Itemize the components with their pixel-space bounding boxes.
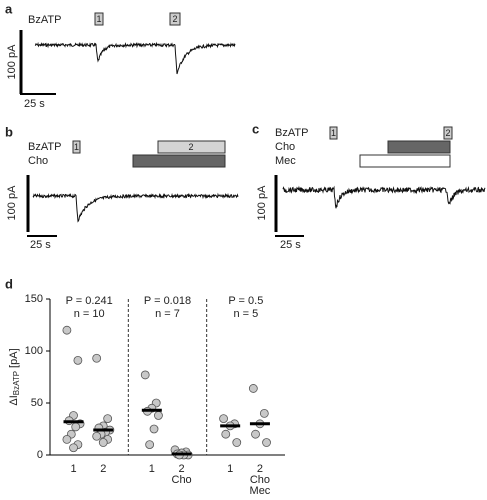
current-trace [32, 192, 239, 223]
application-bar [132, 154, 226, 168]
panel-label: c [252, 121, 259, 136]
y-tick-label: 0 [37, 449, 43, 461]
data-point [73, 355, 83, 365]
x-tick-label: 2 [257, 463, 263, 475]
panel-label: b [5, 124, 13, 139]
stimulus-label: BzATP [28, 14, 61, 26]
application-bar [387, 140, 451, 154]
data-point [262, 438, 271, 447]
x-tick-label: 1 [227, 463, 233, 475]
data-point [62, 325, 72, 335]
data-point [259, 408, 269, 418]
data-point [149, 424, 159, 434]
marker-label: 2 [188, 142, 193, 152]
y-axis-label-main: ΔI [8, 395, 20, 405]
x-tick-label: 1 [70, 463, 76, 475]
p-value: P = 0.241 [66, 295, 113, 307]
current-trace [34, 41, 236, 75]
data-point [248, 384, 258, 393]
x-tick-label: 2 [179, 463, 185, 475]
bar-label-box [157, 140, 226, 154]
data-point [154, 411, 163, 420]
x-tick-label: Cho [250, 474, 270, 486]
n-value: n = 5 [233, 308, 258, 320]
data-point [98, 438, 108, 447]
scale-label: 25 s [24, 98, 45, 110]
row-label: Cho [275, 141, 295, 153]
marker-box [443, 126, 453, 140]
marker-label: 1 [331, 128, 336, 138]
y-tick-label: 50 [31, 397, 43, 409]
scale-label: 25 s [30, 239, 51, 251]
data-point [69, 443, 78, 453]
y-axis-label-unit: [pA] [8, 348, 20, 368]
scale-label: 100 pA [256, 185, 268, 221]
marker-label: 2 [445, 128, 450, 138]
data-point [71, 422, 81, 432]
data-point [219, 414, 228, 424]
data-point [232, 438, 242, 447]
marker-label: 2 [172, 14, 177, 24]
current-trace [282, 185, 486, 209]
panel-label: a [5, 1, 13, 16]
scale-label: 100 pA [6, 185, 18, 221]
marker-box [72, 140, 81, 154]
x-tick-label: Cho [172, 474, 192, 486]
x-tick-label: 2 [100, 463, 106, 475]
p-value: P = 0.018 [144, 295, 191, 307]
row-label: BzATP [275, 127, 308, 139]
n-value: n = 7 [155, 308, 180, 320]
application-bar [359, 154, 451, 168]
data-point [103, 414, 113, 424]
row-label: BzATP [28, 141, 61, 153]
data-point [145, 440, 155, 450]
p-value: P = 0.5 [228, 295, 263, 307]
panel-label: d [5, 276, 13, 291]
marker-label: 1 [74, 142, 79, 152]
y-axis-label-sub: BzATP [12, 371, 21, 395]
data-point [251, 429, 260, 439]
data-point [62, 434, 72, 444]
marker-box [169, 12, 181, 26]
y-tick-label: 100 [25, 345, 43, 357]
data-point [92, 353, 102, 363]
y-tick-label: 150 [25, 293, 43, 305]
data-point [92, 431, 102, 441]
n-value: n = 10 [74, 308, 105, 320]
data-point [140, 370, 150, 380]
row-label: Cho [28, 155, 48, 167]
row-label: Mec [275, 155, 296, 167]
data-point [221, 429, 231, 439]
scale-label: 100 pA [6, 44, 18, 80]
marker-box [329, 126, 338, 140]
scale-label: 25 s [280, 239, 301, 251]
y-axis-label: ΔIBzATP [pA] [8, 348, 21, 405]
x-tick-label: 1 [149, 463, 155, 475]
marker-box [94, 12, 104, 26]
marker-label: 1 [96, 14, 101, 24]
x-tick-label: Mec [250, 485, 271, 497]
